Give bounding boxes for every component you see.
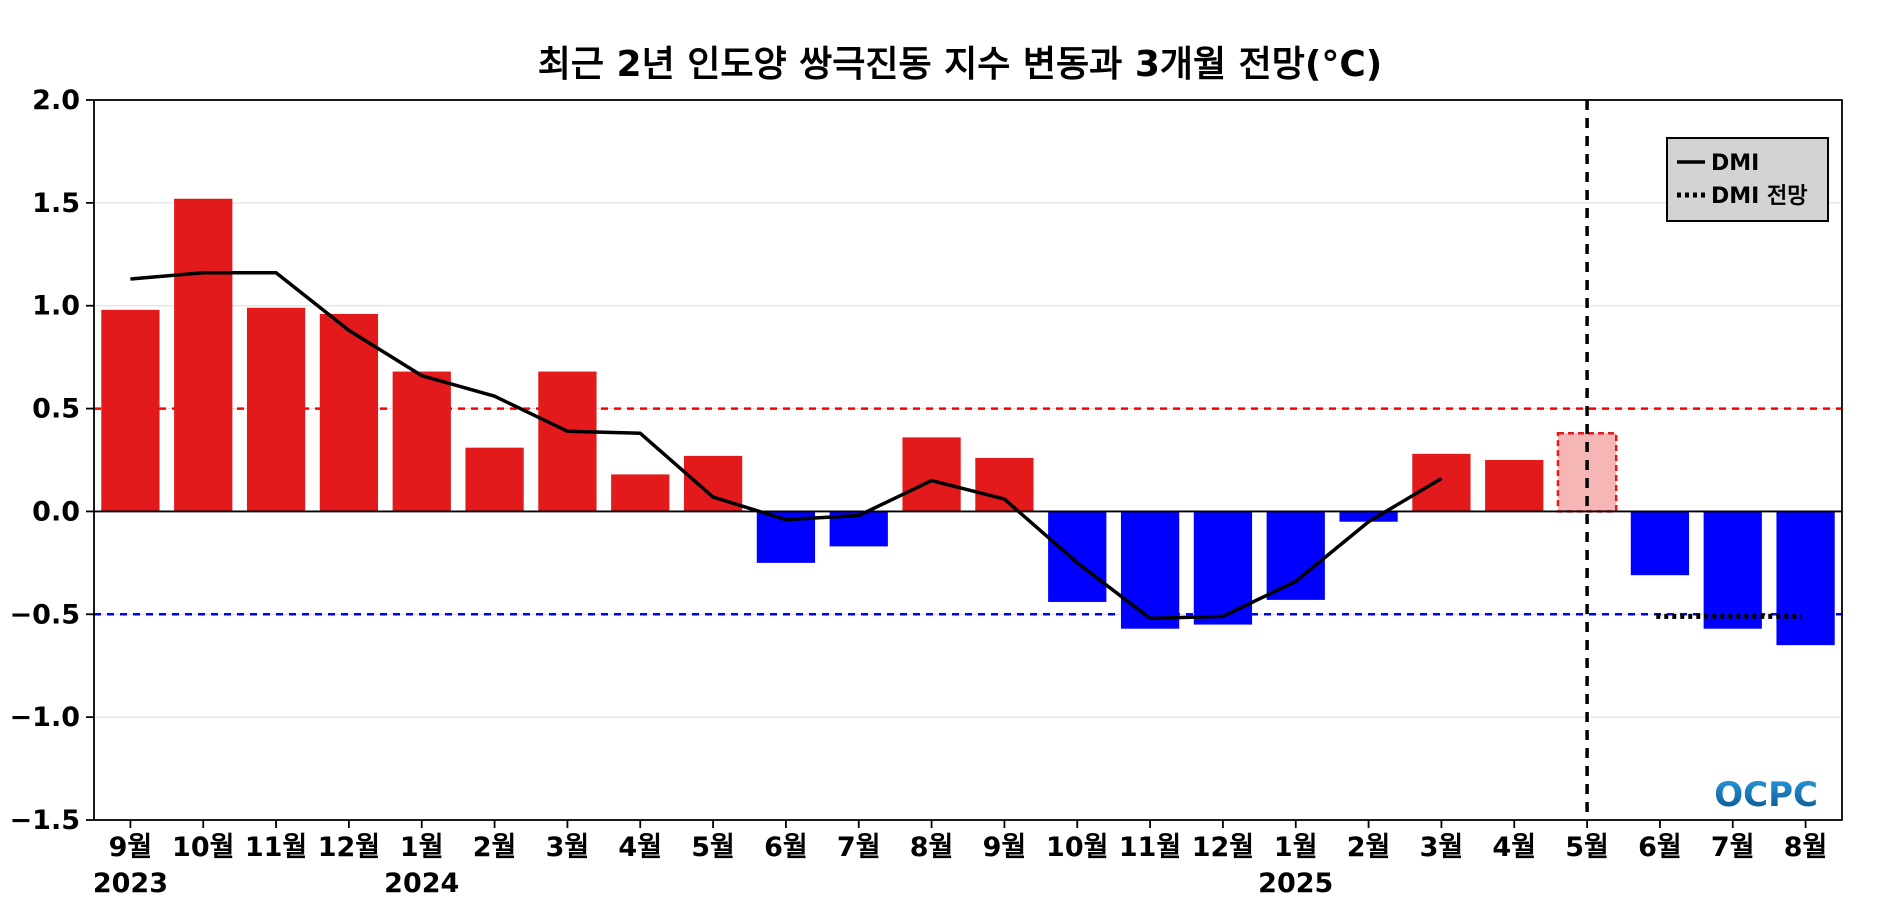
x-tick-label: 3월 (1420, 832, 1464, 863)
plot-frame (93, 99, 1843, 821)
year-label: 2024 (384, 868, 459, 899)
x-tick-label: 7월 (837, 832, 881, 863)
x-tick-label: 4월 (1492, 832, 1536, 863)
bar (465, 447, 524, 512)
bar (1630, 511, 1690, 576)
x-tick-label: 2월 (1347, 832, 1391, 863)
bar (1339, 511, 1398, 522)
chart-title: 최근 2년 인도양 쌍극진동 지수 변동과 3개월 전망(°C) (538, 44, 1382, 85)
bar (1485, 460, 1544, 512)
ocpc-logo: OCPC (1714, 775, 1818, 815)
y-tick-label: 1.0 (32, 291, 80, 322)
line-layer (130, 271, 1802, 621)
bar (392, 371, 451, 512)
dmi-line (130, 271, 1443, 621)
y-tick-label: −1.5 (10, 805, 80, 836)
x-tick-label: 7월 (1711, 832, 1755, 863)
threshold-layer (94, 407, 1842, 616)
y-tick-label: −0.5 (10, 599, 80, 630)
bar (611, 474, 670, 512)
bar (1048, 511, 1107, 602)
axis-layer (86, 99, 1843, 828)
x-tick-label: 2월 (473, 832, 517, 863)
bar (1776, 511, 1835, 646)
x-tick-label: 6월 (764, 832, 808, 863)
x-tick-label: 1월 (1274, 832, 1318, 863)
legend-box (1666, 137, 1829, 222)
bar (174, 198, 233, 512)
bar (1266, 511, 1325, 600)
x-tick-label: 11월 (1119, 832, 1181, 863)
x-tick-label: 4월 (618, 832, 662, 863)
y-tick-label: −1.0 (10, 702, 80, 733)
bar (101, 309, 160, 512)
legend-label: DMI (1711, 151, 1759, 176)
x-tick-label: 3월 (546, 832, 590, 863)
bar (1412, 453, 1471, 512)
x-tick-label: 9월 (983, 832, 1027, 863)
bar (538, 371, 597, 512)
year-label: 2025 (1258, 868, 1333, 899)
legend-label: DMI 전망 (1711, 184, 1807, 209)
y-tick-label: 0.0 (32, 496, 80, 527)
bar (246, 307, 306, 512)
y-tick-label: 2.0 (32, 85, 80, 116)
logo-text: OCPC (1714, 775, 1818, 815)
chart-legend: DMI DMI 전망 (1666, 137, 1829, 222)
x-tick-label: 12월 (1192, 832, 1254, 863)
bar (1703, 511, 1762, 629)
bar (975, 457, 1034, 512)
bar (902, 437, 961, 512)
x-tick-label: 11월 (245, 832, 307, 863)
x-tick-label: 5월 (1565, 832, 1609, 863)
x-tick-label: 5월 (691, 832, 735, 863)
x-tick-label: 10월 (172, 832, 234, 863)
x-tick-label: 8월 (1784, 832, 1828, 863)
x-tick-label: 8월 (910, 832, 954, 863)
x-tick-label: 6월 (1638, 832, 1682, 863)
x-tick-label: 9월 (109, 832, 153, 863)
x-tick-label: 1월 (400, 832, 444, 863)
x-tick-label: 10월 (1046, 832, 1108, 863)
year-label: 2023 (93, 868, 168, 899)
bar (1120, 511, 1180, 629)
y-tick-label: 0.5 (32, 394, 80, 425)
bar-layer (101, 198, 1835, 646)
bar (319, 313, 379, 512)
label-layer: 2.0 1.5 1.0 0.5 0.0 −0.5 −1.0 −1.5 9월 10월 11월 12월 1월… (10, 85, 1828, 899)
x-tick-label: 12월 (318, 832, 380, 863)
y-tick-label: 1.5 (32, 188, 80, 219)
